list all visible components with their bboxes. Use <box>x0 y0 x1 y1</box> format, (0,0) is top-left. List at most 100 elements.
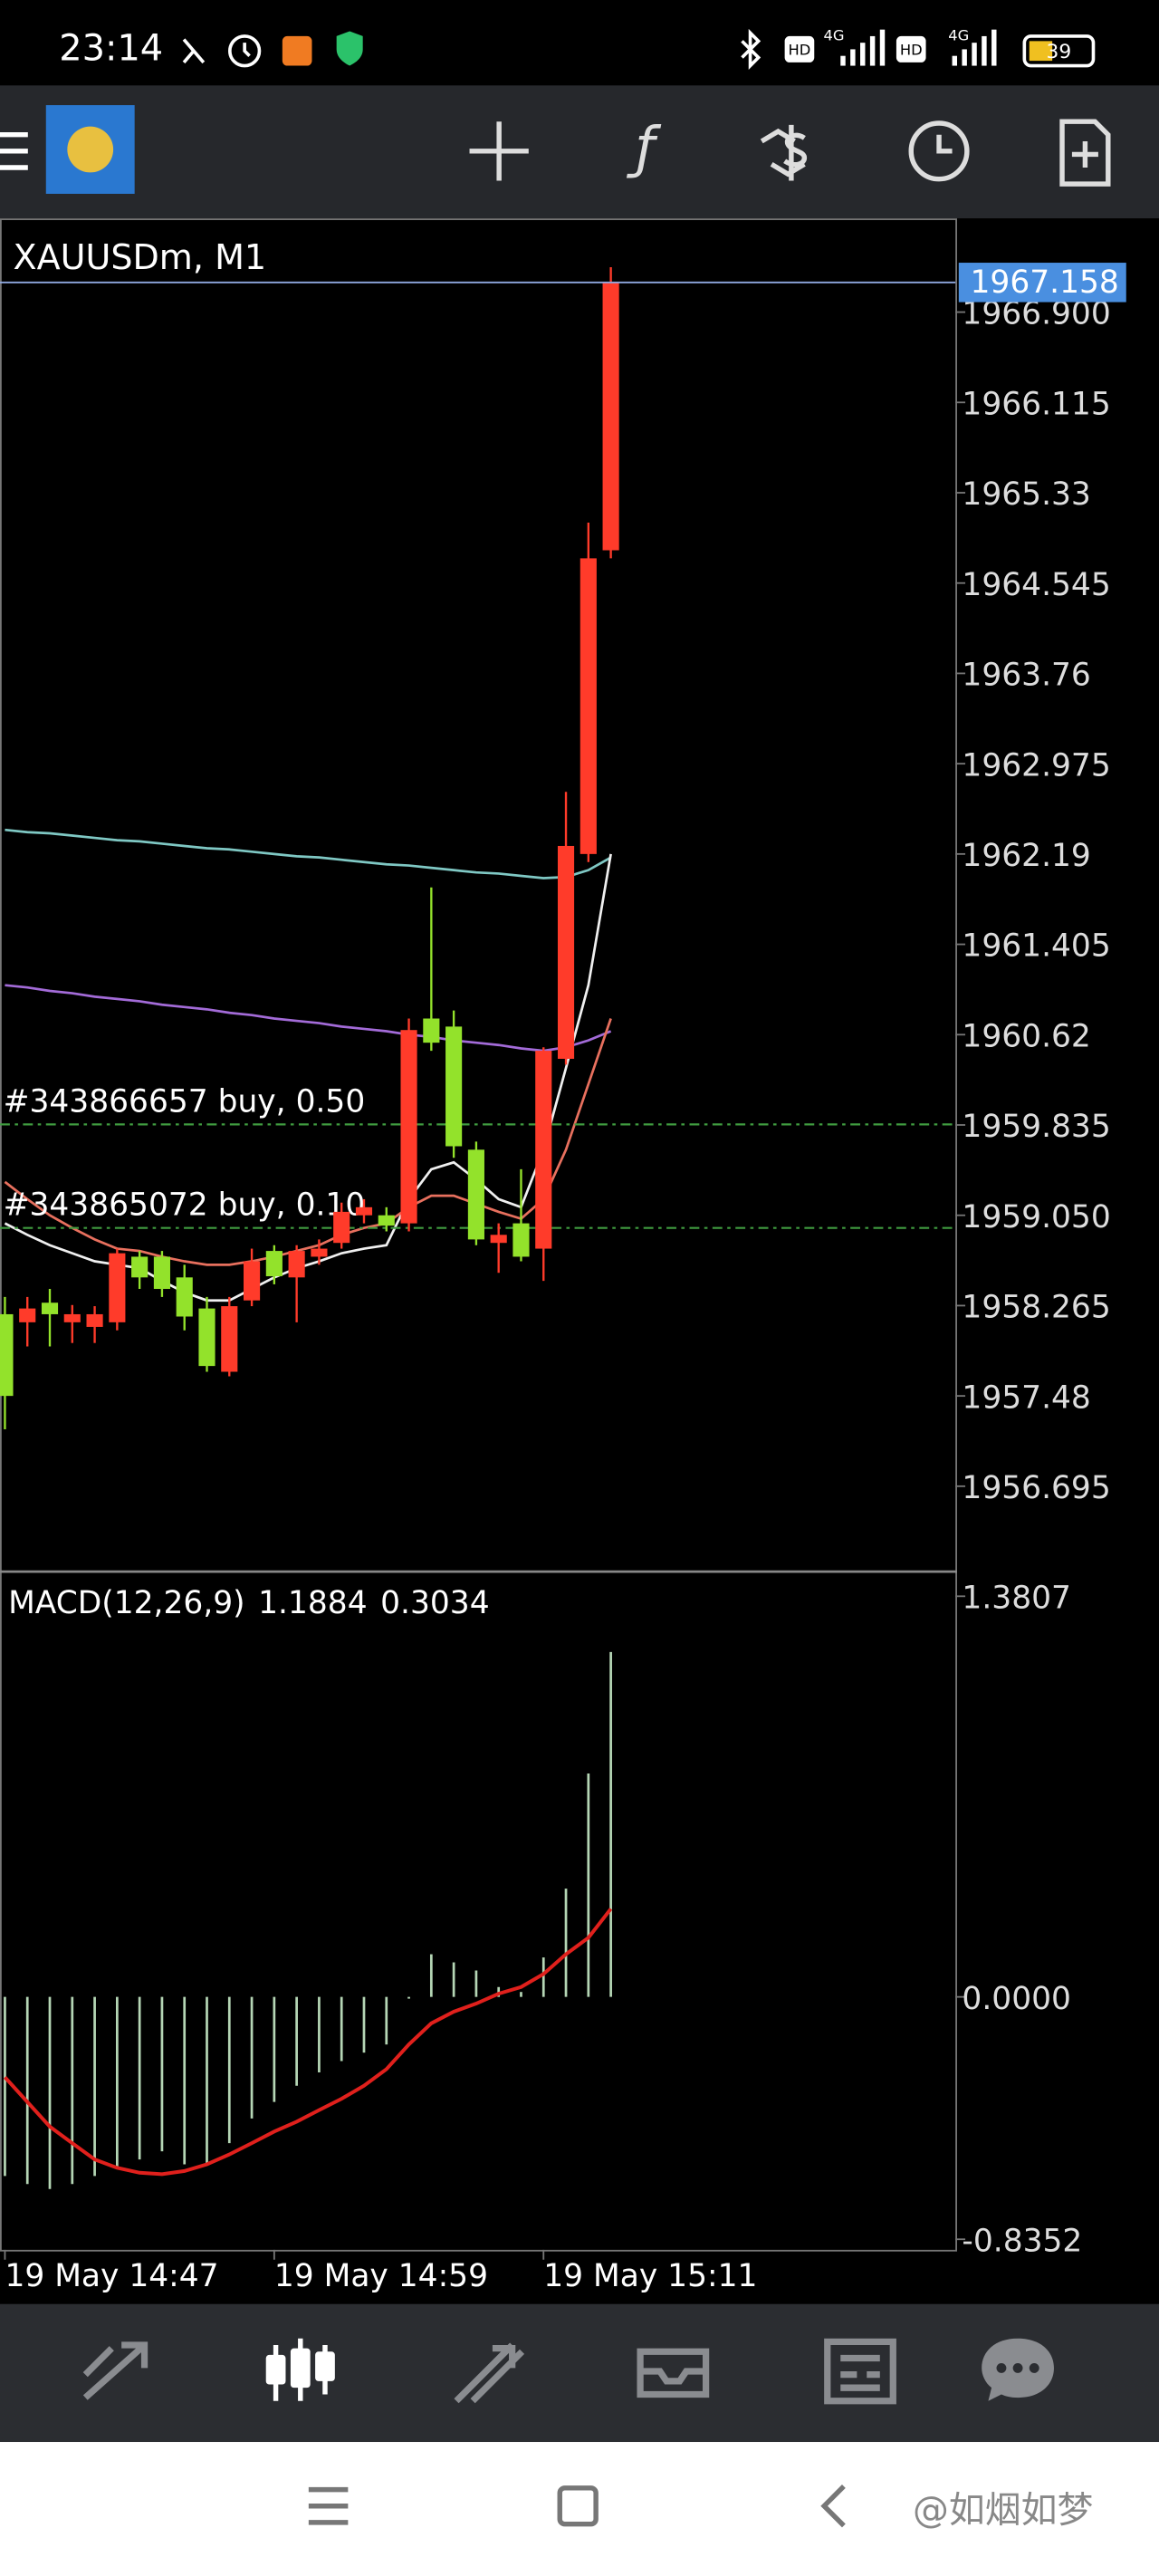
y-tick-label: 1958.265 <box>962 1290 1110 1326</box>
chart-tab[interactable] <box>265 2338 335 2401</box>
candle-body <box>557 845 575 1059</box>
y-tick-label: 1962.975 <box>962 747 1110 783</box>
system-nav <box>0 2442 1159 2576</box>
back-key[interactable] <box>820 2485 846 2528</box>
chart-title: XAUUSDm, M1 <box>14 237 267 277</box>
candle-body <box>400 1030 417 1224</box>
candle-body <box>41 1302 59 1314</box>
candle-body <box>265 1251 283 1277</box>
signal-bars <box>952 29 997 66</box>
x-tick-label: 19 May 15:11 <box>543 2258 757 2294</box>
battery-text: 39 <box>1047 41 1072 63</box>
candle-body <box>63 1313 81 1322</box>
y-tick-label: 1956.695 <box>962 1470 1110 1506</box>
toolbar-icons[interactable] <box>469 119 1111 187</box>
y-tick-label: 1957.48 <box>962 1379 1090 1416</box>
y-tick-label: 1962.19 <box>962 838 1090 874</box>
y-tick-label: 1964.545 <box>962 567 1110 603</box>
clock: 23:14 <box>59 28 163 70</box>
candle-body <box>86 1313 103 1327</box>
candle-body <box>467 1149 484 1240</box>
hd-badge <box>784 35 815 62</box>
watermark: @如烟如梦 <box>913 2489 1093 2531</box>
chat-tab[interactable] <box>982 2338 1054 2401</box>
x-tick-label: 19 May 14:47 <box>5 2258 218 2294</box>
hd-text: HD <box>789 42 811 59</box>
nav-icons <box>82 2338 896 2405</box>
news-tab[interactable] <box>824 2338 896 2405</box>
crosshair-icon[interactable] <box>469 121 529 181</box>
macd-value: 1.1884 <box>258 1585 368 1621</box>
trade-icon[interactable] <box>760 124 808 181</box>
indicator-title: MACD(12,26,9) <box>8 1585 245 1621</box>
y-tick-label: 0.0000 <box>962 1981 1070 2017</box>
candle-body <box>311 1248 328 1257</box>
y-tick-label: -0.8352 <box>962 2223 1082 2259</box>
last-price-label: 1967.158 <box>971 264 1119 301</box>
moving-average <box>5 984 612 1053</box>
network-text: 4G <box>824 26 845 43</box>
candle-body <box>378 1215 395 1226</box>
candle-body <box>0 1313 14 1397</box>
candle-body <box>109 1253 126 1322</box>
y-tick-label: 1961.405 <box>962 928 1110 965</box>
network-text: 4G <box>948 26 969 43</box>
signal-bars <box>840 29 886 66</box>
history-tab[interactable] <box>637 2348 710 2398</box>
menu-key[interactable] <box>308 2486 349 2525</box>
hd-badge <box>896 35 926 62</box>
new-order-icon[interactable] <box>1059 119 1111 187</box>
battery-level <box>1029 41 1053 62</box>
chart-area <box>0 218 1159 2304</box>
candle-body <box>198 1308 216 1367</box>
y-tick-label: 1.3807 <box>962 1580 1070 1616</box>
candle-body <box>19 1308 36 1322</box>
plot: 1966.9001966.1151965.331964.5451963.7619… <box>0 263 1126 2294</box>
bottom-nav <box>0 2303 1159 2443</box>
moving-average <box>5 828 612 879</box>
candle-body <box>176 1277 193 1317</box>
hd-text: HD <box>900 42 923 59</box>
candle-body <box>288 1251 305 1278</box>
order-label: #343866657 buy, 0.50 <box>4 1083 366 1120</box>
battery <box>1022 34 1096 68</box>
system-buttons <box>308 2485 846 2528</box>
candle-body <box>512 1223 530 1257</box>
last-price-badge <box>958 263 1126 303</box>
status-icons <box>182 28 761 70</box>
candle-body <box>580 558 597 854</box>
toolbar <box>0 85 1159 219</box>
y-tick-label: 1960.62 <box>962 1018 1090 1054</box>
candle-body <box>131 1256 148 1278</box>
candle-body <box>535 1051 552 1249</box>
candle-body <box>602 282 619 551</box>
x-tick-label: 19 May 14:59 <box>274 2258 488 2294</box>
candle-body <box>445 1026 463 1147</box>
y-tick-label: 1963.76 <box>962 658 1090 694</box>
candle-body <box>153 1256 170 1290</box>
y-tick-label: 1959.050 <box>962 1199 1110 1235</box>
app-logo-mark <box>67 126 114 173</box>
trade-tab[interactable] <box>454 2342 525 2404</box>
home-key[interactable] <box>557 2485 599 2527</box>
candle-body <box>221 1306 238 1372</box>
y-tick-label: 1965.33 <box>962 476 1090 513</box>
signal-value: 0.3034 <box>380 1585 489 1621</box>
history-icon[interactable] <box>908 120 970 182</box>
chart-frame <box>0 218 957 2252</box>
moving-average <box>4 1018 612 1266</box>
quotes-tab[interactable] <box>82 2341 148 2400</box>
candle-body <box>355 1206 373 1216</box>
menu-button[interactable] <box>0 131 28 170</box>
signal-line <box>3 1908 613 2177</box>
candle-body <box>423 1018 440 1043</box>
order-label: #343865072 buy, 0.10 <box>4 1187 366 1224</box>
candle-body <box>243 1261 261 1301</box>
candle-body <box>333 1211 350 1244</box>
y-tick-label: 1959.835 <box>962 1109 1110 1145</box>
moving-average <box>4 853 612 1302</box>
status-bar <box>0 0 1159 86</box>
y-tick-label: 1966.115 <box>962 386 1110 422</box>
